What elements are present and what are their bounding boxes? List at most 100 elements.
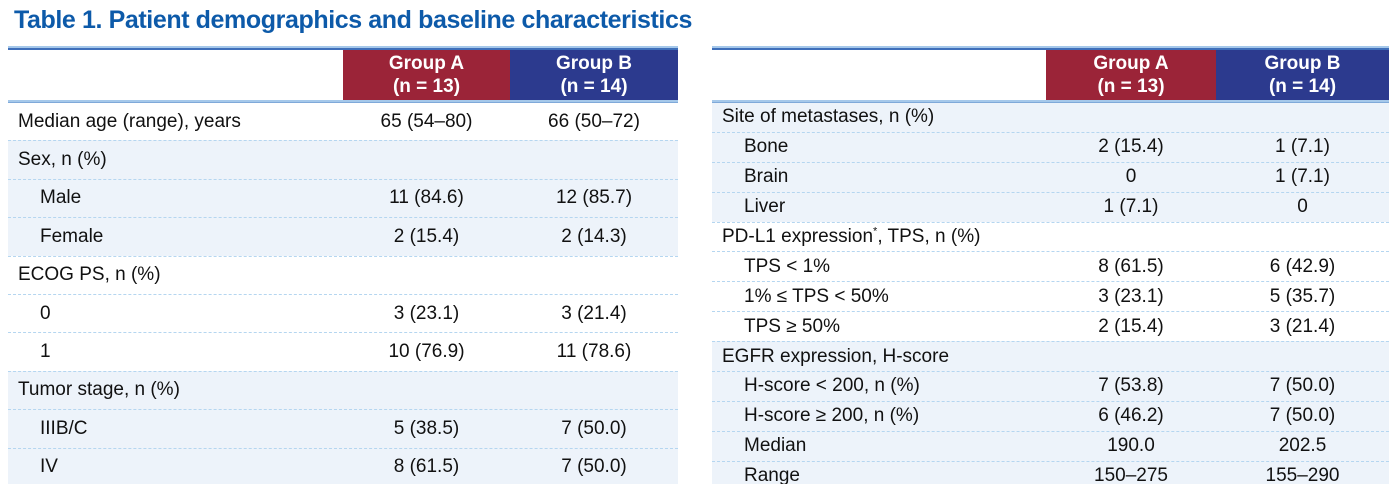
group-a-n: (n = 13) bbox=[1097, 76, 1165, 97]
row-label: Liver bbox=[744, 196, 786, 218]
table-top-rule bbox=[712, 46, 1389, 50]
group-b-value: 7 (50.0) bbox=[561, 456, 627, 478]
group-a-name: Group A bbox=[388, 53, 465, 74]
section-header-row: Site of metastases, n (%) bbox=[712, 103, 1389, 132]
footnote-asterisk: * bbox=[873, 226, 878, 238]
row-label: H-score < 200, n (%) bbox=[744, 375, 920, 397]
group-b-value: 0 bbox=[1297, 196, 1308, 218]
group-a-value: 3 (23.1) bbox=[1098, 285, 1164, 307]
group-b-value: 7 (50.0) bbox=[1269, 405, 1336, 427]
group-a-name: Group A bbox=[1093, 53, 1169, 74]
row-label: Bone bbox=[744, 136, 789, 158]
group-a-value: 2 (15.4) bbox=[1098, 136, 1164, 158]
group-a-header: Group A (n = 13) bbox=[1046, 50, 1216, 100]
row-label: Range bbox=[744, 465, 800, 484]
table-row: 1% ≤ TPS < 50% 3 (23.1) 5 (35.7) bbox=[712, 281, 1389, 311]
group-a-value: 190.0 bbox=[1107, 435, 1155, 457]
section-header-row: ECOG PS, n (%) bbox=[8, 255, 678, 294]
group-a-value: 150–275 bbox=[1094, 465, 1168, 484]
group-b-value: 2 (14.3) bbox=[561, 225, 627, 247]
row-label: Tumor stage, n (%) bbox=[18, 379, 180, 401]
group-b-value: 7 (50.0) bbox=[1269, 375, 1336, 397]
group-b-value: 11 (78.6) bbox=[556, 341, 632, 363]
table-row: IIIB/C 5 (38.5) 7 (50.0) bbox=[8, 409, 678, 448]
table-row: Median 190.0 202.5 bbox=[712, 430, 1389, 461]
table-row: Median age (range), years 65 (54–80) 66 (5… bbox=[8, 103, 678, 140]
section-header-row: PD-L1 expression*, TPS, n (%) bbox=[712, 221, 1389, 252]
row-label: Brain bbox=[744, 166, 789, 188]
row-label: 1% ≤ TPS < 50% bbox=[744, 285, 889, 307]
table-row: IV 8 (61.5) 7 (50.0) bbox=[8, 447, 678, 484]
row-label: Median bbox=[744, 435, 807, 457]
row-label: H-score ≥ 200, n (%) bbox=[744, 405, 920, 427]
row-label: EGFR expression, H-score bbox=[722, 345, 950, 367]
header-spacer bbox=[712, 50, 1046, 100]
group-b-value: 5 (35.7) bbox=[1269, 285, 1336, 307]
row-label: PD-L1 expression*, TPS, n (%) bbox=[722, 226, 981, 247]
group-a-value: 7 (53.8) bbox=[1098, 375, 1164, 397]
table-row: Range 150–275 155–290 bbox=[712, 460, 1389, 484]
row-label: Median age (range), years bbox=[18, 110, 241, 132]
table-row: Male 11 (84.6) 12 (85.7) bbox=[8, 178, 678, 218]
table-body: Median age (range), years 65 (54–80) 66 (5… bbox=[8, 103, 678, 484]
table-row: 1 10 (76.9) 11 (78.6) bbox=[8, 332, 678, 370]
table-row: Brain 0 1 (7.1) bbox=[712, 161, 1389, 192]
group-b-name: Group B bbox=[1264, 53, 1341, 74]
group-b-value: 12 (85.7) bbox=[555, 187, 633, 209]
group-a-value: 65 (54–80) bbox=[380, 110, 473, 132]
header-spacer bbox=[8, 50, 343, 100]
header-row: Group A (n = 13) Group B (n = 14) bbox=[712, 50, 1389, 100]
group-a-value: 1 (7.1) bbox=[1103, 196, 1159, 218]
group-a-value: 8 (61.5) bbox=[1098, 255, 1164, 277]
header-row: Group A (n = 13) Group B (n = 14) bbox=[8, 50, 678, 100]
row-label: 0 bbox=[40, 302, 51, 324]
row-label: Sex, n (%) bbox=[18, 149, 107, 171]
group-b-name: Group B bbox=[556, 53, 632, 74]
row-label: IV bbox=[40, 456, 58, 478]
header-bottom-rule bbox=[712, 100, 1389, 103]
row-label: TPS ≥ 50% bbox=[744, 315, 840, 337]
group-b-value: 155–290 bbox=[1265, 465, 1340, 484]
group-a-value: 11 (84.6) bbox=[389, 187, 464, 209]
table-row: 0 3 (23.1) 3 (21.4) bbox=[8, 293, 678, 332]
table-row: Liver 1 (7.1) 0 bbox=[712, 191, 1389, 222]
section-header-row: Tumor stage, n (%) bbox=[8, 370, 678, 410]
row-label: ECOG PS, n (%) bbox=[18, 264, 161, 286]
group-b-value: 3 (21.4) bbox=[561, 302, 627, 324]
table-row: Female 2 (15.4) 2 (14.3) bbox=[8, 217, 678, 256]
row-label: Female bbox=[40, 225, 104, 247]
row-label: 1 bbox=[40, 341, 51, 363]
demographics-table-right: Group A (n = 13) Group B (n = 14) Site o… bbox=[712, 46, 1389, 484]
group-a-header: Group A (n = 13) bbox=[343, 50, 510, 100]
row-label: Site of metastases, n (%) bbox=[722, 106, 935, 128]
group-b-n: (n = 14) bbox=[1268, 76, 1337, 97]
group-b-header: Group B (n = 14) bbox=[510, 50, 678, 100]
group-b-n: (n = 14) bbox=[560, 76, 628, 97]
demographics-table-left: Group A (n = 13) Group B (n = 14) Median… bbox=[8, 46, 678, 484]
group-a-n: (n = 13) bbox=[392, 76, 461, 97]
group-b-value: 1 (7.1) bbox=[1275, 136, 1330, 158]
section-header-row: Sex, n (%) bbox=[8, 140, 678, 179]
group-a-value: 8 (61.5) bbox=[393, 456, 460, 478]
group-a-value: 10 (76.9) bbox=[388, 341, 465, 363]
table-title: Table 1. Patient demographics and baseli… bbox=[14, 6, 692, 34]
group-b-value: 7 (50.0) bbox=[561, 417, 627, 439]
group-b-header: Group B (n = 14) bbox=[1216, 50, 1389, 100]
group-a-value: 2 (15.4) bbox=[393, 225, 460, 247]
table-row: H-score ≥ 200, n (%) 6 (46.2) 7 (50.0) bbox=[712, 400, 1389, 431]
group-a-value: 3 (23.1) bbox=[393, 302, 460, 324]
header-bottom-rule bbox=[8, 100, 678, 103]
table-row: TPS ≥ 50% 2 (15.4) 3 (21.4) bbox=[712, 311, 1389, 341]
row-label: IIIB/C bbox=[40, 417, 88, 439]
group-b-value: 6 (42.9) bbox=[1269, 255, 1336, 277]
group-b-value: 1 (7.1) bbox=[1275, 166, 1330, 188]
group-b-value: 66 (50–72) bbox=[548, 110, 640, 132]
table-row: H-score < 200, n (%) 7 (53.8) 7 (50.0) bbox=[712, 371, 1389, 401]
section-header-row: EGFR expression, H-score bbox=[712, 341, 1389, 372]
table-row: Bone 2 (15.4) 1 (7.1) bbox=[712, 131, 1389, 162]
group-b-value: 3 (21.4) bbox=[1269, 315, 1336, 337]
row-label: Male bbox=[40, 187, 82, 209]
group-a-value: 5 (38.5) bbox=[393, 417, 460, 439]
table-top-rule bbox=[8, 46, 678, 50]
